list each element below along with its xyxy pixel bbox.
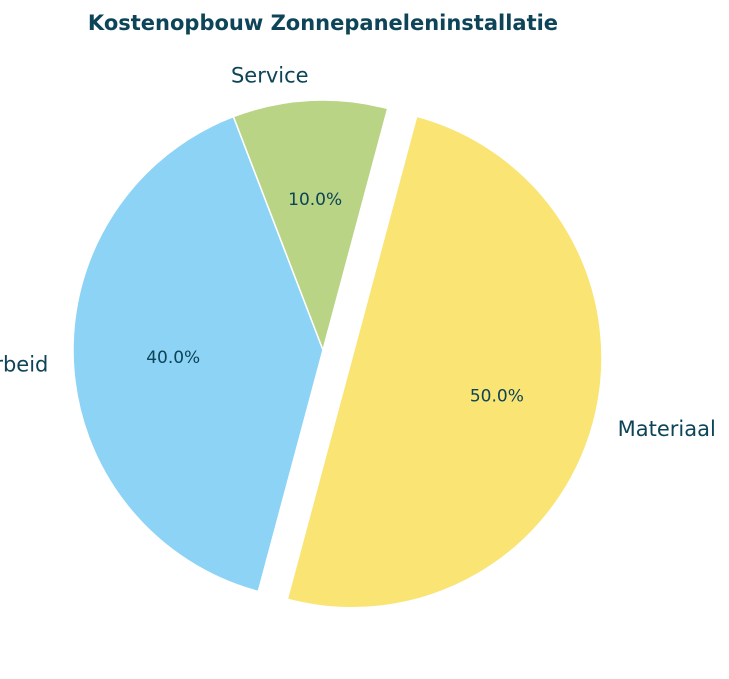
pie-labels: 50.0% Materiaal 40.0% Arbeid 10.0% Service xyxy=(0,63,716,441)
category-label-materiaal: Materiaal xyxy=(618,417,716,441)
pie-slice-materiaal xyxy=(286,115,603,609)
chart-title: Kostenopbouw Zonnepaneleninstallatie xyxy=(88,11,558,35)
pct-label-arbeid: 40.0% xyxy=(146,348,200,368)
category-label-arbeid: Arbeid xyxy=(0,352,48,376)
pie-slice-arbeid xyxy=(72,115,324,593)
pie-slices xyxy=(72,99,603,609)
category-label-service: Service xyxy=(231,63,309,87)
pct-label-materiaal: 50.0% xyxy=(470,387,524,407)
pct-label-service: 10.0% xyxy=(288,190,342,210)
pie-slice-service xyxy=(232,99,389,353)
